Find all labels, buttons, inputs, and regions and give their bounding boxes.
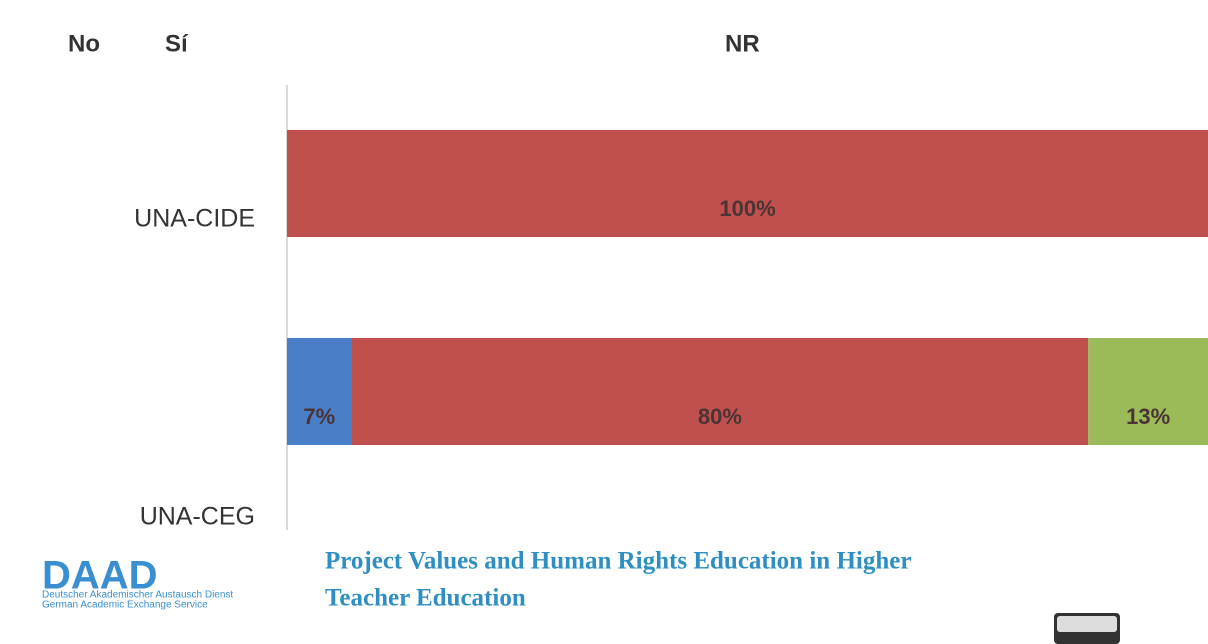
logo-text: German Academic Exchange Service (42, 600, 208, 611)
value-label: 100% (719, 196, 775, 221)
cc-icon (1054, 613, 1120, 644)
bar-segment (287, 130, 1208, 237)
value-label: 7% (303, 404, 335, 429)
legend-label: No (68, 30, 100, 57)
legend-label: NR (725, 30, 760, 57)
bar-segment (1088, 338, 1208, 445)
legend-label: Sí (165, 30, 189, 57)
footer-title: Project Values and Human Rights Educatio… (325, 548, 911, 575)
category-label: UNA-CEG (140, 503, 255, 531)
value-label: 80% (698, 404, 742, 429)
category-label: UNA-CIDE (134, 205, 255, 233)
footer-title: Teacher Education (325, 585, 526, 612)
logo-text: Deutscher Akademischer Austausch Dienst (42, 590, 233, 601)
value-label: 13% (1126, 404, 1170, 429)
bar-segment (351, 338, 1089, 445)
bar-segment (287, 338, 352, 445)
logo: DAAD (42, 554, 158, 598)
